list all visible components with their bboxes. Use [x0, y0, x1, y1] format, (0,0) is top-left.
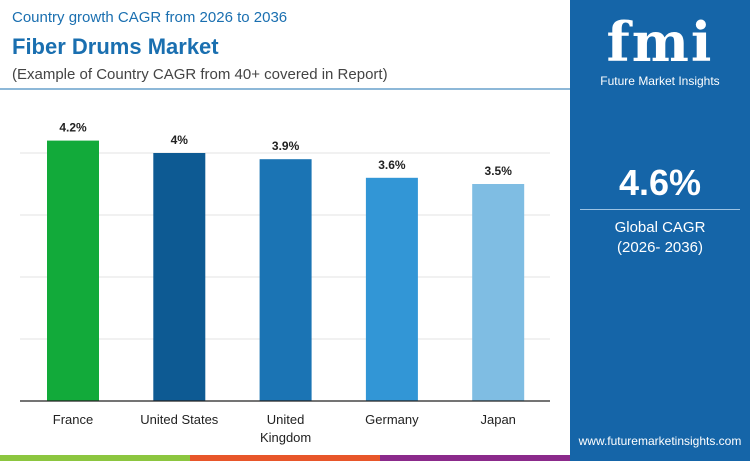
brand-name: Future Market Insights [600, 74, 720, 88]
data-label: 4.2% [59, 121, 87, 135]
chart-title: Fiber Drums Market [12, 34, 219, 59]
divider [0, 88, 570, 90]
global-cagr-period: (2026- 2036) [617, 239, 703, 256]
data-label: 3.6% [378, 158, 406, 172]
category-label: France [53, 412, 93, 427]
bar-chart: 4.2% France 4% United States 3.9% United Kingd… [20, 121, 550, 445]
bar [365, 177, 418, 401]
website-url[interactable]: www.futuremarketinsights.com [578, 434, 742, 448]
category-label: Kingdom [260, 430, 311, 445]
global-cagr-label: Global CAGR (2026- 2036) [570, 218, 750, 258]
data-label: 3.5% [485, 164, 513, 178]
bar [153, 153, 206, 401]
stripe-green [0, 455, 190, 461]
chart-subtitle: Country growth CAGR from 2026 to 2036 [12, 9, 288, 26]
bar [259, 159, 312, 401]
bar [47, 140, 99, 401]
stripe-orange [190, 455, 380, 461]
global-cagr-value: 4.6% [618, 162, 702, 203]
chart-note: (Example of Country CAGR from 40+ covere… [12, 66, 388, 83]
category-label: United [267, 412, 305, 427]
category-label: Germany [365, 412, 419, 427]
stripe-purple [380, 455, 570, 461]
data-label: 4% [171, 133, 189, 147]
divider [580, 209, 740, 210]
category-label: Japan [480, 412, 515, 427]
bar [472, 184, 525, 401]
side-panel: fmi Future Market Insights 4.6% Global C… [570, 0, 750, 461]
fmi-logo: fmi [606, 10, 714, 74]
data-label: 3.9% [272, 139, 300, 153]
global-cagr-text: Global CAGR [614, 219, 706, 236]
category-label: United States [140, 412, 219, 427]
